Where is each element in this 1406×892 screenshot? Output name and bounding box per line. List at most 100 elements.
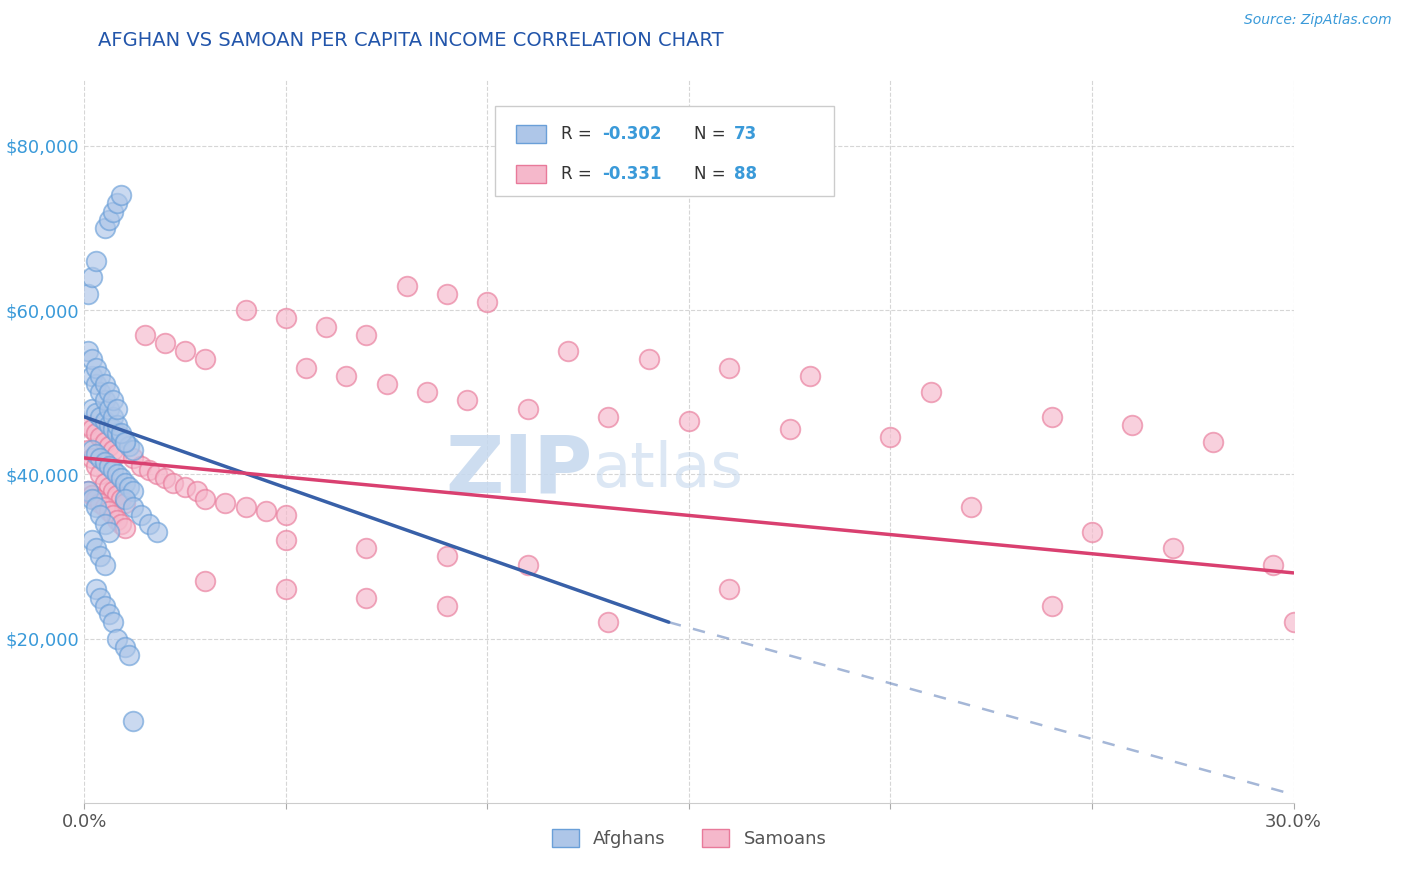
Bar bbox=[516, 125, 547, 143]
Text: -0.331: -0.331 bbox=[602, 165, 661, 183]
Text: atlas: atlas bbox=[592, 441, 744, 500]
Text: 88: 88 bbox=[734, 165, 756, 183]
Point bbox=[101, 483, 124, 498]
Point bbox=[89, 549, 111, 564]
Point bbox=[174, 480, 197, 494]
Point bbox=[82, 488, 104, 502]
Point bbox=[110, 426, 132, 441]
Point bbox=[86, 459, 108, 474]
Point bbox=[93, 393, 115, 408]
Point bbox=[516, 558, 538, 572]
Point bbox=[97, 607, 120, 621]
Point bbox=[86, 253, 108, 268]
Point bbox=[129, 508, 152, 523]
Point bbox=[356, 327, 378, 342]
Point bbox=[146, 524, 169, 539]
Point bbox=[97, 480, 120, 494]
Point bbox=[101, 463, 124, 477]
Point bbox=[174, 344, 197, 359]
Point bbox=[86, 447, 108, 461]
Text: R =: R = bbox=[561, 165, 596, 183]
Point bbox=[110, 188, 132, 202]
Legend: Afghans, Samoans: Afghans, Samoans bbox=[544, 822, 834, 855]
Point bbox=[93, 475, 115, 490]
Point bbox=[1263, 558, 1285, 572]
Point bbox=[77, 483, 100, 498]
Point bbox=[89, 508, 111, 523]
Point bbox=[436, 549, 458, 564]
Point bbox=[598, 409, 620, 424]
Point bbox=[118, 648, 141, 662]
Point bbox=[235, 500, 257, 515]
Point bbox=[295, 360, 318, 375]
Point bbox=[153, 336, 176, 351]
Point bbox=[194, 574, 217, 588]
Point bbox=[105, 447, 128, 461]
Point bbox=[134, 327, 156, 342]
Point bbox=[456, 393, 478, 408]
Point bbox=[93, 455, 115, 469]
Point bbox=[110, 516, 132, 531]
Point bbox=[162, 475, 184, 490]
Point bbox=[105, 512, 128, 526]
Point bbox=[235, 303, 257, 318]
Point bbox=[118, 480, 141, 494]
Point bbox=[129, 459, 152, 474]
Point bbox=[146, 467, 169, 482]
Point bbox=[93, 599, 115, 613]
Point bbox=[82, 401, 104, 416]
Point bbox=[799, 368, 821, 383]
Point bbox=[138, 516, 160, 531]
Point bbox=[121, 500, 143, 515]
Point bbox=[82, 533, 104, 547]
Point bbox=[86, 491, 108, 506]
Point bbox=[356, 591, 378, 605]
Point bbox=[214, 496, 236, 510]
Point bbox=[254, 504, 277, 518]
Point bbox=[1202, 434, 1225, 449]
Point bbox=[718, 582, 741, 597]
Point bbox=[194, 491, 217, 506]
Point bbox=[97, 401, 120, 416]
Point bbox=[678, 414, 700, 428]
Text: N =: N = bbox=[693, 125, 731, 143]
Point bbox=[718, 360, 741, 375]
Point bbox=[89, 591, 111, 605]
Point bbox=[598, 615, 620, 630]
Point bbox=[118, 439, 141, 453]
Point bbox=[637, 352, 659, 367]
Point bbox=[105, 488, 128, 502]
Point bbox=[101, 442, 124, 457]
Point bbox=[97, 459, 120, 474]
Point bbox=[186, 483, 208, 498]
Point bbox=[86, 500, 108, 515]
Point bbox=[93, 558, 115, 572]
Point bbox=[77, 344, 100, 359]
Point bbox=[89, 409, 111, 424]
Point bbox=[101, 508, 124, 523]
Point bbox=[93, 500, 115, 515]
Point bbox=[82, 491, 104, 506]
Point bbox=[86, 426, 108, 441]
Point bbox=[82, 352, 104, 367]
Point bbox=[114, 521, 136, 535]
Point bbox=[121, 442, 143, 457]
Point bbox=[86, 406, 108, 420]
Point bbox=[97, 524, 120, 539]
Point bbox=[416, 385, 439, 400]
Text: Source: ZipAtlas.com: Source: ZipAtlas.com bbox=[1244, 13, 1392, 28]
Point bbox=[114, 434, 136, 449]
Point bbox=[315, 319, 337, 334]
Point bbox=[93, 221, 115, 235]
Point bbox=[1040, 409, 1063, 424]
Point bbox=[105, 418, 128, 433]
Point bbox=[356, 541, 378, 556]
Point bbox=[89, 450, 111, 465]
Point bbox=[110, 491, 132, 506]
Point bbox=[97, 418, 120, 433]
Point bbox=[101, 422, 124, 436]
Point bbox=[97, 212, 120, 227]
Point bbox=[105, 196, 128, 211]
Point bbox=[274, 533, 297, 547]
Point bbox=[82, 450, 104, 465]
